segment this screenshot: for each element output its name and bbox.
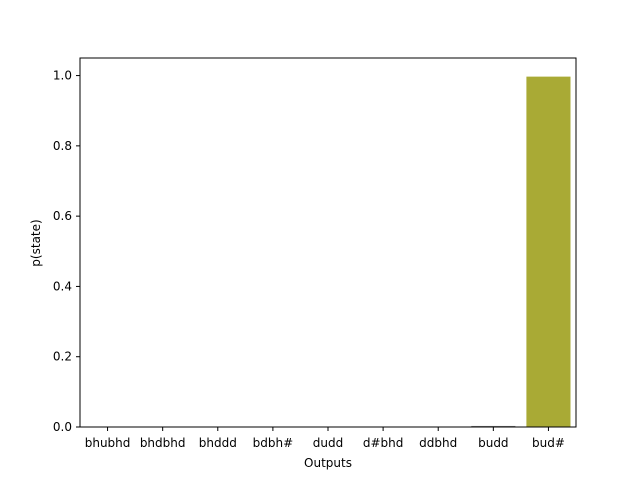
x-tick-label: bhdbhd: [140, 436, 186, 450]
plot-frame: [79, 57, 577, 428]
x-tick-label: d#bhd: [363, 436, 404, 450]
x-tick-label: bhddd: [199, 436, 237, 450]
x-tick-label: bhubhd: [85, 436, 131, 450]
x-tick-label: bdbh#: [253, 436, 294, 450]
y-tick-label: 1.0: [53, 69, 72, 83]
bars-group: [471, 76, 571, 427]
y-axis-label: p(state): [29, 219, 43, 266]
x-tick-label: ddbhd: [419, 436, 457, 450]
y-tick-label: 0.8: [53, 139, 72, 153]
bar-budd: [471, 425, 516, 427]
x-tick-label: bud#: [532, 436, 565, 450]
x-tick-label: dudd: [313, 436, 343, 450]
y-tick-label: 0.0: [53, 420, 72, 434]
y-tick-label: 0.6: [53, 209, 72, 223]
y-tick-label: 0.4: [53, 279, 72, 293]
bar-bud#: [526, 76, 571, 427]
y-tick-label: 0.2: [53, 350, 72, 364]
y-axis-ticks: 0.0 0.2 0.4 0.6 0.8 1.0: [53, 69, 80, 434]
x-axis-ticks: bhubhd bhdbhd bhddd bdbh# dudd d#bhd ddbhd budd…: [85, 427, 565, 450]
x-axis-label: Outputs: [304, 456, 352, 470]
x-tick-label: budd: [478, 436, 508, 450]
